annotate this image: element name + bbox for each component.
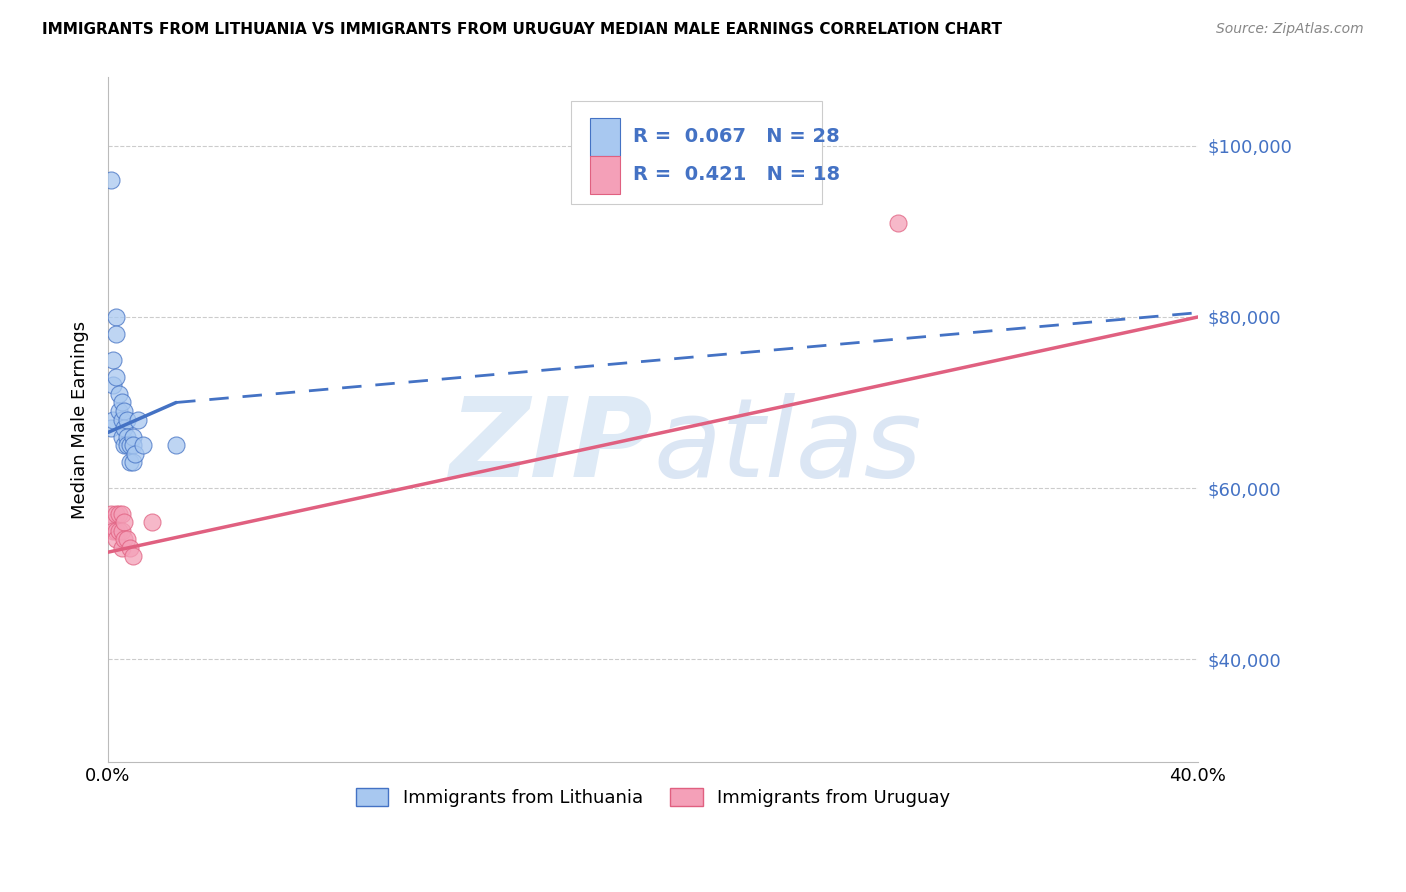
- Point: [115, 430, 138, 444]
- Point: [112, 515, 135, 529]
- Point: [115, 412, 138, 426]
- Point: [112, 533, 135, 547]
- Point: [121, 438, 143, 452]
- Point: [105, 310, 128, 324]
- Point: [127, 412, 149, 426]
- Text: IMMIGRANTS FROM LITHUANIA VS IMMIGRANTS FROM URUGUAY MEDIAN MALE EARNINGS CORREL: IMMIGRANTS FROM LITHUANIA VS IMMIGRANTS …: [42, 22, 1002, 37]
- Point: [112, 404, 135, 418]
- Point: [100, 421, 122, 435]
- Point: [110, 507, 132, 521]
- Point: [112, 438, 135, 452]
- Point: [108, 387, 131, 401]
- Point: [103, 412, 125, 426]
- Point: [103, 378, 125, 392]
- Point: [100, 507, 122, 521]
- Point: [108, 404, 131, 418]
- Point: [110, 430, 132, 444]
- Legend: Immigrants from Lithuania, Immigrants from Uruguay: Immigrants from Lithuania, Immigrants fr…: [349, 780, 957, 814]
- Point: [108, 524, 131, 538]
- Point: [103, 524, 125, 538]
- Point: [121, 549, 143, 564]
- Point: [105, 524, 128, 538]
- Point: [141, 515, 163, 529]
- Text: R =  0.067   N = 28: R = 0.067 N = 28: [633, 128, 841, 146]
- Text: R =  0.421   N = 18: R = 0.421 N = 18: [633, 165, 841, 184]
- Point: [108, 507, 131, 521]
- Point: [121, 455, 143, 469]
- Point: [100, 173, 122, 187]
- Point: [124, 447, 146, 461]
- Point: [105, 507, 128, 521]
- Point: [121, 430, 143, 444]
- Point: [110, 395, 132, 409]
- Text: atlas: atlas: [652, 393, 921, 500]
- Text: ZIP: ZIP: [450, 393, 652, 500]
- Point: [165, 438, 187, 452]
- Bar: [589, 119, 620, 156]
- Point: [118, 438, 141, 452]
- Point: [132, 438, 155, 452]
- Point: [103, 352, 125, 367]
- Point: [105, 327, 128, 342]
- Point: [105, 369, 128, 384]
- Point: [110, 524, 132, 538]
- Point: [887, 216, 910, 230]
- Point: [110, 541, 132, 555]
- Point: [115, 533, 138, 547]
- Point: [118, 541, 141, 555]
- Point: [110, 412, 132, 426]
- FancyBboxPatch shape: [571, 102, 823, 204]
- Y-axis label: Median Male Earnings: Median Male Earnings: [72, 320, 89, 518]
- Point: [103, 515, 125, 529]
- Point: [112, 421, 135, 435]
- Point: [118, 455, 141, 469]
- Text: Source: ZipAtlas.com: Source: ZipAtlas.com: [1216, 22, 1364, 37]
- Bar: [589, 156, 620, 194]
- Point: [105, 533, 128, 547]
- Point: [115, 438, 138, 452]
